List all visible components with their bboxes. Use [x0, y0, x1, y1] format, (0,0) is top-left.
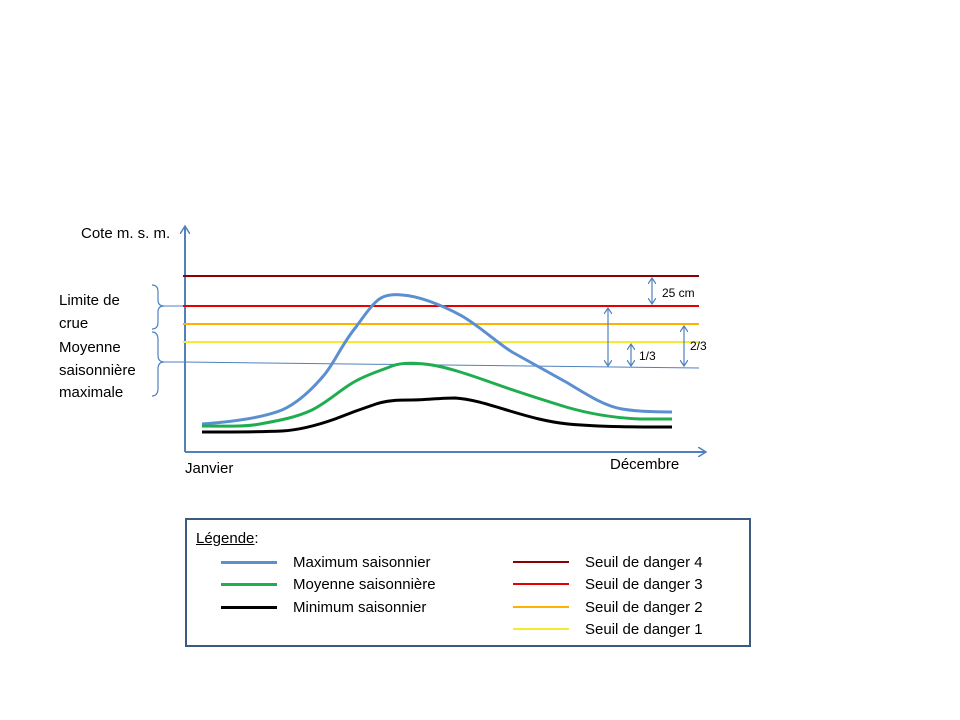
legend-title-text: Légende [196, 530, 255, 547]
maximum-saisonnier-curve [201, 293, 673, 426]
annotation-two-thirds: 2/3 [690, 339, 707, 353]
legend-item-minimum: Minimum saisonnier [221, 597, 426, 617]
legend-swatch-seuil-1 [513, 628, 569, 630]
brace-limite-crue [151, 284, 165, 330]
legend-swatch-minimum [221, 605, 277, 609]
legend-swatch-maximum [221, 560, 277, 564]
moyenne-maximale-line [182, 361, 700, 369]
legend-swatch-moyenne [221, 582, 277, 586]
legend-swatch-seuil-4 [513, 561, 569, 563]
legend-label-moyenne: Moyenne saisonnière [293, 575, 436, 593]
legend-item-seuil-4: Seuil de danger 4 [513, 552, 703, 572]
annotation-25cm: 25 cm [662, 286, 695, 300]
legend-item-maximum: Maximum saisonnier [221, 552, 431, 572]
legend-label-minimum: Minimum saisonnier [293, 598, 427, 616]
legend-label-seuil-4: Seuil de danger 4 [585, 553, 703, 571]
legend-label-maximum: Maximum saisonnier [293, 553, 431, 571]
legend-panel: Légende: Maximum saisonnier Moyenne sais… [185, 518, 751, 647]
x-end-label: Décembre [610, 456, 679, 473]
annotation-one-third: 1/3 [639, 349, 656, 363]
legend-label-seuil-1: Seuil de danger 1 [585, 620, 703, 638]
label-limite-de-crue: Limite de crue [59, 292, 124, 332]
x-start-label: Janvier [185, 460, 233, 477]
legend-swatch-seuil-2 [513, 606, 569, 608]
legend-item-seuil-2: Seuil de danger 2 [513, 597, 703, 617]
moyenne-saisonniere-curve [201, 361, 672, 428]
minimum-saisonnier-curve [201, 396, 673, 434]
legend-item-moyenne: Moyenne saisonnière [221, 574, 436, 594]
legend-label-seuil-2: Seuil de danger 2 [585, 598, 703, 616]
y-axis-label: Cote m. s. m. [81, 225, 170, 242]
label-moyenne-saisonniere-maximale: Moyenne saisonnière maximale [59, 339, 140, 401]
brace-moyenne-maximale [151, 331, 165, 397]
legend-item-seuil-3: Seuil de danger 3 [513, 574, 703, 594]
legend-title-colon: : [254, 530, 259, 547]
legend-swatch-seuil-3 [513, 583, 569, 585]
legend-label-seuil-3: Seuil de danger 3 [585, 575, 703, 593]
legend-title: Légende: [196, 530, 259, 547]
legend-item-seuil-1: Seuil de danger 1 [513, 619, 703, 639]
